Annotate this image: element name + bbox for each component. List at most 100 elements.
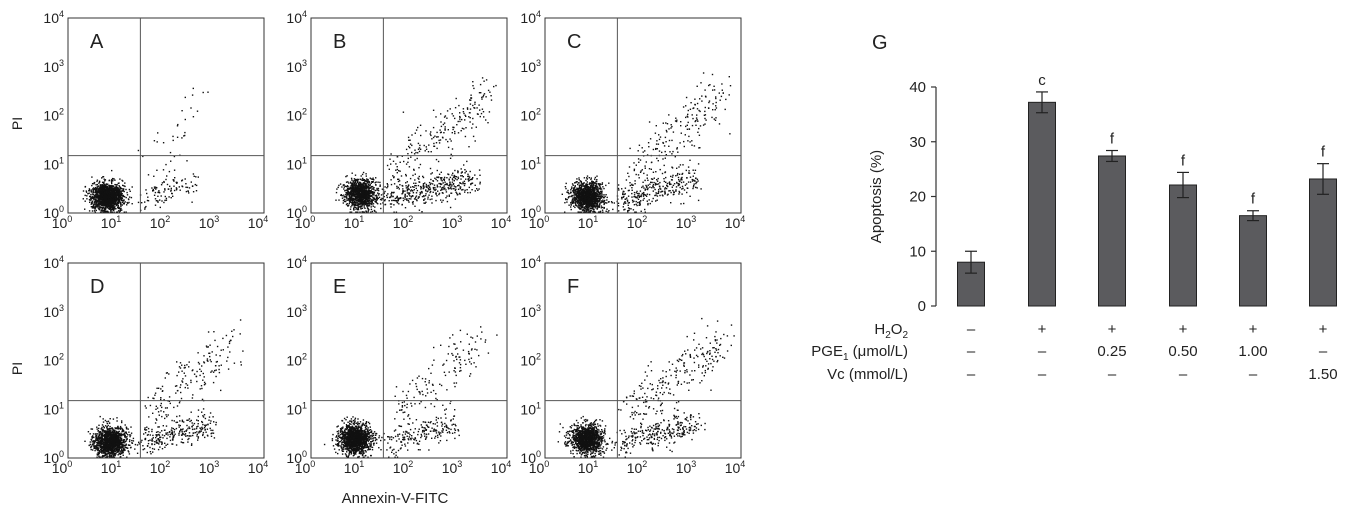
- flow-dot: [438, 193, 440, 196]
- flow-dot: [417, 177, 419, 179]
- flow-dot: [427, 185, 429, 187]
- flow-dot: [583, 197, 585, 199]
- flow-dot: [347, 186, 349, 188]
- flow-dot: [365, 173, 367, 175]
- flow-dot: [415, 195, 418, 197]
- flow-dot: [481, 77, 484, 79]
- flow-dot: [111, 198, 113, 200]
- flow-dot: [95, 200, 97, 202]
- flow-dot: [421, 191, 423, 193]
- flow-dot: [122, 195, 125, 198]
- flow-dot: [450, 188, 453, 190]
- flow-dot: [474, 140, 476, 142]
- x-tick-label: 100: [52, 214, 73, 231]
- flow-dot: [571, 201, 573, 203]
- flow-dot: [350, 183, 353, 185]
- flow-dot: [367, 204, 369, 206]
- tick-exponent: 1: [116, 214, 121, 224]
- flow-dot: [677, 172, 679, 175]
- flow-dot: [584, 210, 586, 212]
- flow-dot: [598, 199, 600, 202]
- flow-dot: [368, 186, 370, 188]
- flow-dot: [659, 136, 662, 138]
- flow-dot: [391, 191, 393, 194]
- flow-dot: [469, 178, 472, 181]
- flow-dot: [348, 202, 350, 205]
- flow-dot: [94, 211, 96, 213]
- flow-dot: [432, 136, 435, 139]
- x-tick-label: 101: [101, 214, 122, 231]
- flow-dot: [459, 186, 461, 188]
- flow-dot: [106, 192, 109, 195]
- flow-dot: [459, 120, 461, 123]
- flow-dot: [651, 178, 654, 180]
- flow-dot: [682, 164, 684, 166]
- flow-dot: [105, 183, 107, 185]
- flow-dot: [370, 191, 372, 193]
- flow-dot: [575, 203, 577, 205]
- flow-dot: [375, 194, 378, 197]
- flow-dot: [438, 139, 440, 142]
- flow-dot: [638, 161, 640, 163]
- flow-dot: [109, 199, 111, 201]
- flow-dot: [113, 178, 115, 180]
- flow-dot: [158, 190, 160, 192]
- flow-dot: [586, 205, 588, 207]
- flow-dot: [596, 179, 598, 181]
- flow-dot: [399, 184, 401, 186]
- flow-dot: [374, 182, 376, 184]
- flow-dot: [697, 199, 700, 202]
- flow-dot: [625, 202, 627, 204]
- flow-dot: [113, 187, 116, 190]
- flow-dot: [637, 198, 640, 200]
- flow-dot: [368, 198, 370, 200]
- flow-dot: [586, 192, 588, 194]
- flow-dot: [704, 114, 707, 116]
- flow-dot: [440, 183, 443, 185]
- flow-dot: [572, 202, 574, 205]
- flow-dot: [409, 147, 411, 149]
- flow-dot: [585, 208, 587, 211]
- flow-dot: [362, 192, 364, 194]
- flow-dot: [598, 184, 601, 186]
- x-tick-label: 103: [199, 214, 220, 231]
- flow-dot: [617, 205, 620, 207]
- flow-dot: [665, 154, 667, 156]
- flow-dot: [444, 126, 446, 128]
- flow-dot: [413, 182, 415, 184]
- flow-dot: [652, 197, 654, 200]
- flow-dot: [84, 194, 86, 197]
- flow-dot: [345, 181, 348, 183]
- flow-dot: [435, 199, 437, 202]
- flow-dot: [401, 184, 403, 187]
- tick-exponent: 2: [408, 214, 413, 224]
- flow-dot: [357, 208, 360, 211]
- flow-dot: [592, 181, 594, 183]
- flow-dot: [583, 177, 586, 179]
- flow-dot: [366, 207, 369, 209]
- flow-dot: [109, 185, 111, 187]
- flow-dot: [641, 186, 643, 189]
- flow-dot: [119, 190, 122, 192]
- flow-dot: [370, 199, 373, 201]
- flow-dot: [596, 186, 599, 188]
- flow-dot: [358, 197, 360, 199]
- flow-dot: [371, 202, 373, 204]
- flow-dot: [570, 187, 573, 190]
- flow-dot: [598, 187, 601, 190]
- flow-dot: [601, 182, 604, 184]
- flow-dot: [369, 177, 371, 179]
- flow-dot: [700, 188, 702, 190]
- flow-dot: [654, 184, 657, 186]
- flow-dot: [116, 194, 118, 196]
- flow-dot: [365, 193, 367, 196]
- flow-dot: [113, 205, 115, 207]
- flow-dot: [454, 169, 456, 172]
- flow-dot: [113, 211, 115, 213]
- flow-dot: [355, 188, 357, 191]
- flow-dot: [439, 182, 441, 185]
- flow-dot: [161, 200, 163, 202]
- flow-dot: [360, 187, 363, 189]
- flow-dot: [487, 122, 489, 124]
- flow-dot: [601, 206, 604, 209]
